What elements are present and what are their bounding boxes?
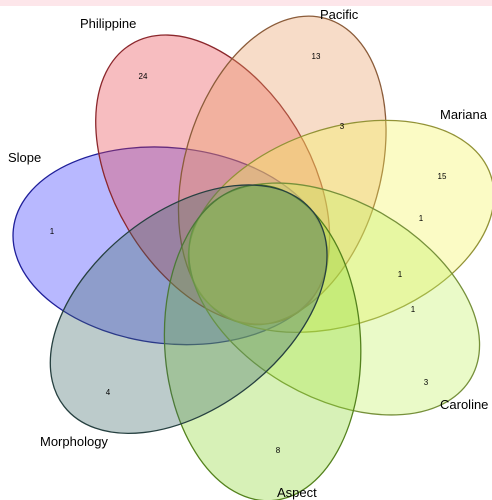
set-label: Morphology bbox=[40, 434, 108, 449]
set-label: Slope bbox=[8, 150, 41, 165]
set-petal bbox=[49, 184, 328, 435]
set-label: Aspect bbox=[277, 485, 317, 500]
set-shape bbox=[95, 34, 331, 325]
region-count: 24 bbox=[139, 72, 148, 81]
region-count: 15 bbox=[438, 172, 447, 181]
set-shape bbox=[49, 184, 328, 435]
region-count: 4 bbox=[106, 388, 111, 397]
region-count: 1 bbox=[411, 305, 416, 314]
region-count: 1 bbox=[50, 227, 55, 236]
region-count: 8 bbox=[276, 446, 281, 455]
region-count: 1 bbox=[419, 214, 424, 223]
region-count: 3 bbox=[340, 122, 345, 131]
set-label: Pacific bbox=[320, 7, 359, 22]
region-count: 3 bbox=[424, 378, 429, 387]
set-label: Mariana bbox=[440, 107, 488, 122]
set-label: Caroline bbox=[440, 397, 488, 412]
top-strip bbox=[0, 0, 492, 6]
set-label: Philippine bbox=[80, 16, 136, 31]
region-count: 1 bbox=[398, 270, 403, 279]
region-count: 13 bbox=[312, 52, 321, 61]
set-petal bbox=[95, 34, 331, 325]
